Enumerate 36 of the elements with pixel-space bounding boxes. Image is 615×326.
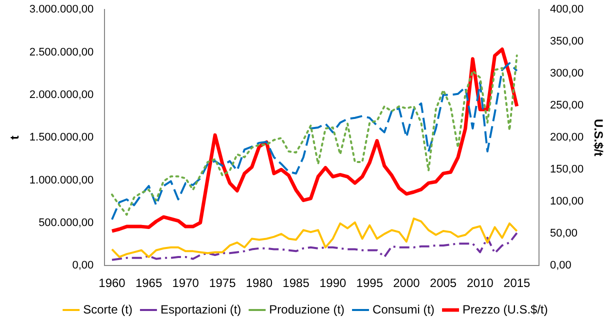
legend-label: Consumi (t) xyxy=(372,302,435,316)
x-tick-label: 1965 xyxy=(135,276,162,290)
y2-tick-label: 250,00 xyxy=(550,100,584,112)
x-tick-label: 2015 xyxy=(504,276,531,290)
x-tick-label: 1985 xyxy=(282,276,310,290)
y-tick-label: 3.000.000,00 xyxy=(29,4,94,16)
y2-tick-label: 50,00 xyxy=(550,228,578,240)
line-series xyxy=(110,232,518,261)
y2-tick-label: 0,00 xyxy=(550,260,572,272)
x-tick-label: 2010 xyxy=(466,276,494,290)
y-tick-label: 0,00 xyxy=(72,260,94,272)
y-tick-label: 500.000,00 xyxy=(38,216,94,229)
y-tick-label: 1.000.000,00 xyxy=(29,174,94,186)
legend-label: Scorte (t) xyxy=(83,302,132,316)
y-tick-label: 2.000.000,00 xyxy=(29,88,94,101)
legend-label: Esportazioni (t) xyxy=(160,302,242,316)
y-tick-label: 1.500.000,00 xyxy=(29,132,94,144)
y-tick-label: 2.500.000,00 xyxy=(29,46,94,58)
x-tick-label: 2005 xyxy=(430,276,457,290)
legend-label: Produzione (t) xyxy=(269,302,345,316)
y2-tick-label: 150,00 xyxy=(550,164,584,176)
x-tick-label: 1980 xyxy=(246,276,273,290)
y2-tick-label: 300,00 xyxy=(550,68,584,80)
x-tick-label: 1970 xyxy=(172,276,200,290)
x-tick-label: 2000 xyxy=(393,276,420,290)
x-tick-label: 1960 xyxy=(98,276,126,290)
x-tick-label: 1995 xyxy=(356,276,384,290)
y2-tick-label: 400,00 xyxy=(550,4,584,16)
legend-label: Prezzo (U.S.$/t) xyxy=(462,302,548,316)
y2-tick-label: 350,00 xyxy=(550,36,584,48)
y2-axis-title: U.S.$/t xyxy=(591,118,606,156)
x-tick-label: 1975 xyxy=(209,276,236,290)
x-tick-label: 1990 xyxy=(319,276,347,290)
y2-tick-label: 200,00 xyxy=(550,132,584,144)
y-axis-title: t xyxy=(8,136,22,140)
y2-tick-label: 100,00 xyxy=(550,196,584,208)
